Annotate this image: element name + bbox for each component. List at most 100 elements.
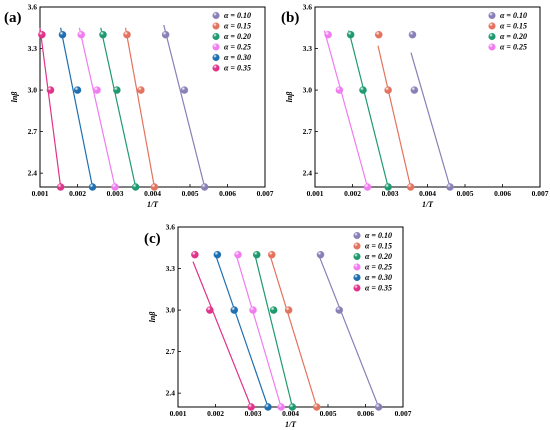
y-tick-label: 3.3 [303,44,313,53]
y-tick-label: 2.4 [166,389,176,398]
legend-marker [212,64,220,72]
legend-marker [353,263,361,271]
data-point [213,250,222,259]
legend-marker [353,273,361,282]
legend-marker [353,284,361,292]
x-tick-label: 0.002 [69,189,86,198]
data-point [38,30,46,39]
legend-label: α = 0.20 [224,32,251,41]
fit-line [163,24,206,188]
series-1 [123,27,159,191]
data-point [312,403,321,411]
data-point [77,30,86,39]
data-point [88,183,97,191]
data-point [161,30,170,39]
y-tick-label: 2.7 [28,127,38,136]
data-point [267,250,276,259]
x-axis-title: 1/T [285,420,297,429]
data-point [46,86,55,94]
series-2 [252,250,297,411]
panel-label: (c) [144,231,161,247]
series-3 [234,250,285,411]
series-5 [38,27,65,191]
data-point [191,250,199,259]
data-point [180,86,189,94]
series-2 [346,30,392,191]
legend-label: α = 0.10 [224,11,251,20]
data-point [384,183,392,191]
legend-label: α = 0.35 [365,284,392,293]
legend: α = 0.10 α = 0.15α = 0.20 α = 0.25α = 0.30… [353,231,392,293]
x-tick-label: 0.001 [307,189,324,198]
legend-label: α = 0.10 [365,231,392,240]
panel-0: (a) 0.001 0.002 0.003 0.004 0.005 0.006 0.007 2.… [4,3,274,210]
x-tick-label: 0.007 [257,189,274,198]
data-point [93,86,101,94]
legend-marker [212,43,220,51]
x-tick-label: 0.001 [32,189,49,198]
legend-label: α = 0.15 [365,242,392,251]
y-tick-label: 3.6 [166,223,176,232]
fit-line [318,254,380,408]
data-point [363,183,372,191]
y-tick-label: 3.0 [166,306,176,315]
y-tick-label: 3.6 [303,3,313,12]
data-point [316,250,325,259]
legend-marker [212,11,220,20]
legend: α = 0.10 α = 0.15α = 0.20 α = 0.25α = 0.30… [212,11,251,73]
fit-line [78,27,116,188]
data-point [249,306,257,314]
y-tick-label: 2.4 [28,169,38,178]
panel-1: (b) 0.001 0.002 0.003 0.004 0.005 0.006 0.007 2.… [281,3,549,210]
panel-2: (c) 0.001 0.002 0.003 0.004 0.005 0.006 0.007 2.… [144,223,412,430]
data-point [150,183,159,191]
x-tick-label: 0.005 [182,189,199,198]
x-axis-title: 1/T [147,200,159,209]
x-tick-label: 0.005 [457,189,474,198]
data-point [99,30,107,39]
data-point [264,403,272,411]
legend: α = 0.10 α = 0.15α = 0.20 α = 0.25 [488,11,527,52]
data-point [335,86,344,94]
series-3 [323,30,372,191]
x-tick-label: 0.007 [532,189,549,198]
data-point [230,306,238,314]
data-point [111,183,119,191]
data-point [234,250,242,259]
y-tick-label: 3.3 [166,264,176,273]
data-point [137,86,145,94]
x-axis-title: 1/T [422,200,434,209]
panel-label: (a) [4,10,22,26]
data-point [277,403,285,411]
data-point [346,30,355,39]
panel-label: (b) [281,10,299,26]
legend-marker [353,231,361,240]
data-point [113,86,121,94]
data-point [359,86,367,94]
series-3 [77,27,119,191]
y-tick-label: 3.0 [303,86,313,95]
legend-label: α = 0.30 [365,273,392,282]
data-point [446,183,454,191]
legend-marker [353,252,361,261]
y-axis-title: lnβ [10,91,19,103]
fit-line [214,254,269,408]
legend-label: α = 0.35 [224,64,251,73]
series-2 [99,27,140,191]
legend-marker [212,32,220,41]
legend-label: α = 0.15 [500,22,527,31]
y-tick-label: 2.4 [303,169,313,178]
legend-marker [488,11,496,20]
x-tick-label: 0.003 [107,189,124,198]
data-point [200,183,209,191]
legend-label: α = 0.25 [500,43,527,52]
legend-label: α = 0.20 [500,32,527,41]
x-tick-label: 0.004 [144,189,161,198]
x-tick-label: 0.006 [357,409,374,418]
data-point [335,306,343,314]
x-tick-label: 0.001 [170,409,187,418]
y-tick-label: 2.7 [166,347,176,356]
x-tick-label: 0.004 [419,189,436,198]
series-5 [191,250,255,411]
